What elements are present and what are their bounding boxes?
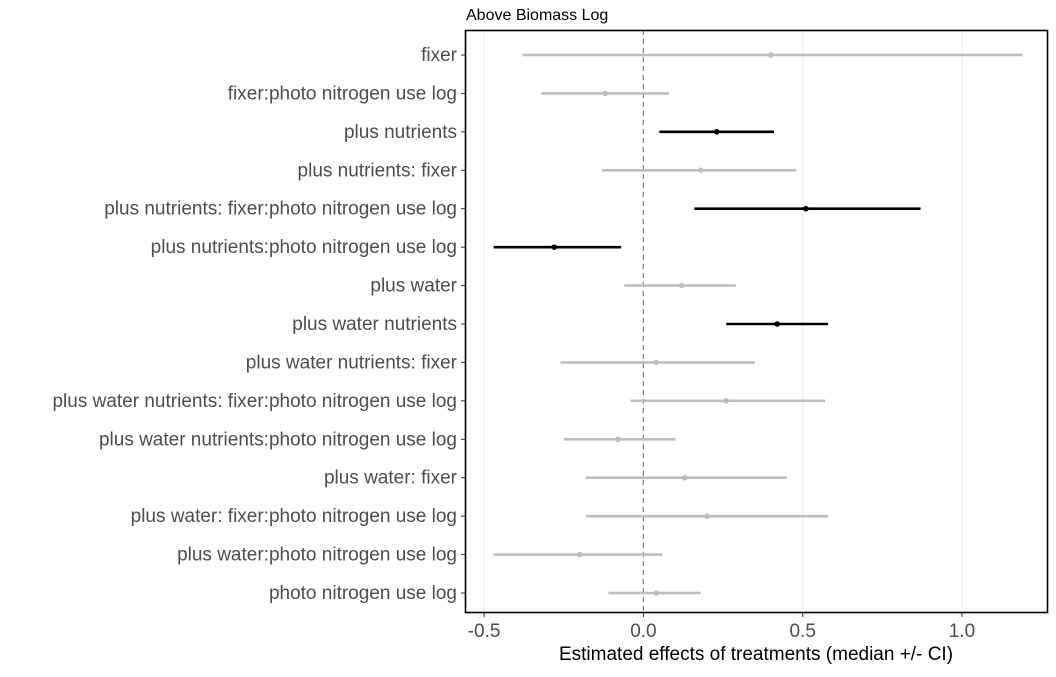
data-layer [493,52,1023,596]
median-point [697,167,704,174]
x-tick-label: 1.0 [949,621,975,642]
y-tick-label: plus water: fixer [324,468,458,489]
x-axis-title: Estimated effects of treatments (median … [559,644,953,665]
median-point [678,282,685,289]
y-tick-label: plus nutrients:photo nitrogen use log [151,237,457,258]
y-tick-label: plus nutrients: fixer:photo nitrogen use… [104,199,457,220]
x-axis: -0.5 0.0 0.5 1.0 [468,613,975,642]
panel-border [464,29,1049,614]
y-tick-label: photo nitrogen use log [269,583,457,604]
median-point [653,359,659,366]
median-point [713,129,720,135]
y-tick-label: plus water nutrients:photo nitrogen use … [99,429,457,450]
y-tick-label: plus water nutrients [292,314,457,335]
x-tick-label: -0.5 [468,621,501,642]
median-point [768,52,774,58]
median-point [774,321,781,327]
median-point [682,474,688,481]
chart-title: Above Biomass Log [466,7,608,24]
y-axis: fixer fixer:photo nitrogen use log plus nu… [52,45,465,604]
y-tick-label: plus nutrients [344,122,457,143]
median-point [704,513,710,519]
y-tick-label: plus water nutrients: fixer:photo nitrog… [52,391,457,412]
median-point [803,205,809,212]
y-tick-label: plus water:photo nitrogen use log [177,545,457,566]
median-point [723,398,730,404]
y-tick-label: plus water nutrients: fixer [246,352,458,373]
y-tick-label: plus water [370,276,457,297]
y-tick-label: fixer:photo nitrogen use log [228,83,457,104]
median-point [653,590,659,596]
median-point [615,436,621,443]
median-point [551,244,558,250]
x-tick-label: 0.5 [789,621,815,642]
grid-layer [483,30,963,613]
y-tick-label: plus nutrients: fixer [298,160,458,181]
median-point [576,551,583,558]
median-point [602,90,608,97]
y-tick-label: plus water: fixer:photo nitrogen use log [131,506,457,527]
y-tick-label: fixer [421,45,458,66]
x-tick-label: 0.0 [630,621,656,642]
